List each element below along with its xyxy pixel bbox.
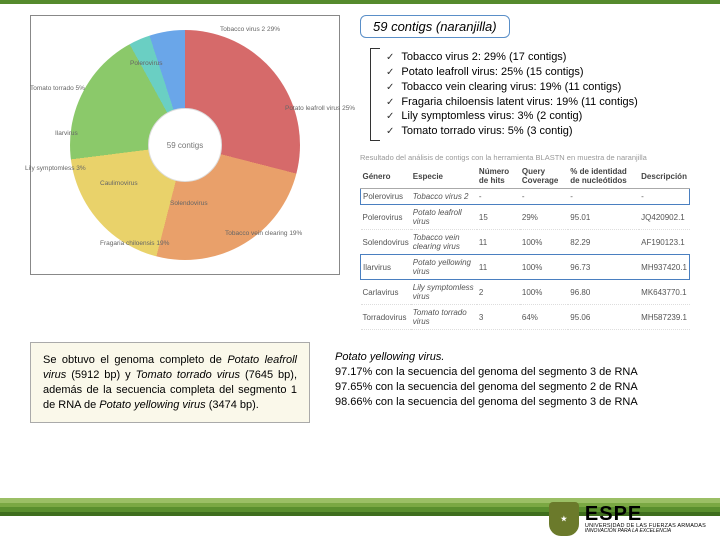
table-cell: 100%	[520, 255, 568, 280]
genome-text-part: (3474 bp).	[206, 399, 259, 411]
bottom-row: Se obtuvo el genoma completo de Potato l…	[30, 342, 690, 423]
table-cell: -	[639, 189, 689, 205]
genome-text-part: Tomato torrado virus	[136, 369, 240, 381]
donut-chart: 59 contigs Tobacco virus 2 29%Potato lea…	[70, 30, 300, 260]
table-cell: Tomato torrado virus	[411, 305, 477, 330]
table-cell: 64%	[520, 305, 568, 330]
table-row: IlarvirusPotato yellowing virus11100%96.…	[361, 255, 690, 280]
donut-chart-box: 59 contigs Tobacco virus 2 29%Potato lea…	[30, 15, 340, 275]
genome-summary-box: Se obtuvo el genoma completo de Potato l…	[30, 342, 310, 423]
donut-slice-label: Ilarvirus	[55, 130, 78, 137]
right-top-column: 59 contigs (naranjilla) Tobacco virus 2:…	[360, 15, 690, 330]
donut-center: 59 contigs	[148, 108, 222, 182]
top-row: 59 contigs Tobacco virus 2 29% Potato lea…	[30, 15, 690, 330]
table-header-cell: Descripción	[639, 164, 689, 189]
donut-slice-label: Polerovirus	[130, 60, 163, 67]
table-cell: 11	[477, 230, 520, 255]
table-header-cell: Género	[361, 164, 411, 189]
table-cell: 95.06	[568, 305, 639, 330]
table-cell: 2	[477, 280, 520, 305]
pyv-line: 97.65% con la secuencia del genoma del s…	[335, 380, 638, 395]
table-row: SolendovirusTobacco vein clearing virus1…	[361, 230, 690, 255]
table-cell: Solendovirus	[361, 230, 411, 255]
table-row: PolerovirusPotato leafroll virus1529%95.…	[361, 205, 690, 230]
virus-bullet-item: Potato leafroll virus: 25% (15 contigs)	[384, 65, 638, 80]
blast-table-container: Resultado del análisis de contigs con la…	[360, 153, 690, 330]
pyv-line: 97.17% con la secuencia del genoma del s…	[335, 365, 638, 380]
bracket-decoration	[370, 48, 380, 141]
table-cell: Lily symptomless virus	[411, 280, 477, 305]
pyv-line: 98.66% con la secuencia del genoma del s…	[335, 395, 638, 410]
table-header-cell: Número de hits	[477, 164, 520, 189]
table-cell: AF190123.1	[639, 230, 689, 255]
genome-text-part: Potato yellowing virus	[99, 399, 205, 411]
donut-slice-label: Tobacco virus 2 29%	[220, 26, 280, 33]
table-cell: JQ420902.1	[639, 205, 689, 230]
table-cell: -	[568, 189, 639, 205]
table-cell: Potato yellowing virus	[411, 255, 477, 280]
table-cell: Polerovirus	[361, 189, 411, 205]
table-cell: 96.80	[568, 280, 639, 305]
table-cell: 11	[477, 255, 520, 280]
table-cell: Torradovirus	[361, 305, 411, 330]
table-header-cell: Especie	[411, 164, 477, 189]
table-row: CarlavirusLily symptomless virus2100%96.…	[361, 280, 690, 305]
table-cell: 100%	[520, 230, 568, 255]
genome-text-part: Se obtuvo el genoma completo de	[43, 354, 227, 366]
blast-table: GéneroEspecieNúmero de hitsQuery Coverag…	[360, 164, 690, 330]
genome-text-part: (5912 bp) y	[66, 369, 135, 381]
donut-slice-label: Tomato torrado 5%	[30, 85, 85, 92]
virus-bullet-item: Fragaria chiloensis latent virus: 19% (1…	[384, 95, 638, 110]
table-cell: MK643770.1	[639, 280, 689, 305]
table-header-cell: % de identidad de nucleótidos	[568, 164, 639, 189]
virus-bullet-item: Tobacco vein clearing virus: 19% (11 con…	[384, 80, 638, 95]
table-cell: 15	[477, 205, 520, 230]
logo-text: ESPE UNIVERSIDAD DE LAS FUERZAS ARMADAS …	[585, 504, 706, 535]
table-cell: 95.01	[568, 205, 639, 230]
table-cell: Tobacco vein clearing virus	[411, 230, 477, 255]
table-header-cell: Query Coverage	[520, 164, 568, 189]
donut-slice-label: Caulimovirus	[100, 180, 138, 187]
pyv-title: Potato yellowing virus.	[335, 350, 638, 365]
title-badge: 59 contigs (naranjilla)	[360, 15, 510, 38]
virus-bullet-item: Tomato torrado virus: 5% (3 contig)	[384, 124, 638, 139]
table-cell: 29%	[520, 205, 568, 230]
donut-slice-label: Solendovirus	[170, 200, 208, 207]
table-cell: -	[520, 189, 568, 205]
pyv-identity-block: Potato yellowing virus. 97.17% con la se…	[335, 350, 638, 409]
virus-bullets: Tobacco virus 2: 29% (17 contigs)Potato …	[384, 48, 638, 141]
table-caption: Resultado del análisis de contigs con la…	[360, 153, 690, 162]
virus-bullet-item: Tobacco virus 2: 29% (17 contigs)	[384, 50, 638, 65]
table-cell: 96.73	[568, 255, 639, 280]
donut-slice-label: Tobacco vein clearing 19%	[225, 230, 302, 237]
table-row: PolerovirusTobacco virus 2----	[361, 189, 690, 205]
bullet-list-container: Tobacco virus 2: 29% (17 contigs)Potato …	[370, 48, 690, 141]
logo-main: ESPE	[585, 504, 706, 524]
donut-slice-label: Lily symptomless 3%	[25, 165, 86, 172]
table-cell: Polerovirus	[361, 205, 411, 230]
table-cell: Potato leafroll virus	[411, 205, 477, 230]
virus-bullet-item: Lily symptomless virus: 3% (2 contig)	[384, 109, 638, 124]
table-row: TorradovirusTomato torrado virus364%95.0…	[361, 305, 690, 330]
footer: ★ ESPE UNIVERSIDAD DE LAS FUERZAS ARMADA…	[0, 498, 720, 540]
table-cell: Carlavirus	[361, 280, 411, 305]
table-cell: 100%	[520, 280, 568, 305]
table-cell: 82.29	[568, 230, 639, 255]
shield-icon: ★	[549, 502, 579, 536]
table-cell: MH587239.1	[639, 305, 689, 330]
espe-logo: ★ ESPE UNIVERSIDAD DE LAS FUERZAS ARMADA…	[549, 502, 706, 536]
donut-slice-label: Potato leafroll virus 25%	[285, 105, 355, 112]
table-cell: -	[477, 189, 520, 205]
logo-tag: INNOVACIÓN PARA LA EXCELENCIA	[585, 529, 706, 534]
slide-content: 59 contigs Tobacco virus 2 29% Potato lea…	[0, 0, 720, 500]
table-cell: Tobacco virus 2	[411, 189, 477, 205]
donut-slice-label: Fragaria chiloensis 19%	[100, 240, 169, 247]
table-cell: MH937420.1	[639, 255, 689, 280]
table-cell: Ilarvirus	[361, 255, 411, 280]
table-cell: 3	[477, 305, 520, 330]
